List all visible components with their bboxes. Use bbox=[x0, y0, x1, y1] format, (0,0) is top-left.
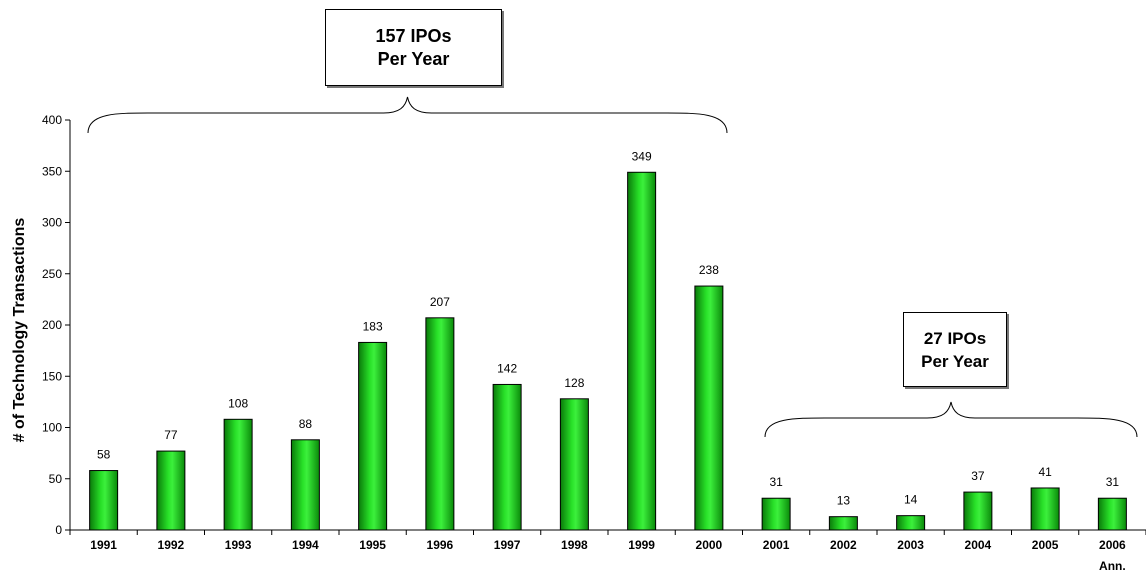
brace-1990s bbox=[87, 96, 728, 134]
bar bbox=[828, 516, 858, 531]
bar bbox=[963, 491, 993, 531]
x-tick-label: 1991 bbox=[90, 538, 117, 552]
x-tick-label: 2003 bbox=[897, 538, 924, 552]
annotation-line1: 157 IPOs bbox=[375, 25, 452, 46]
annotation-box-2000s: 27 IPOs Per Year bbox=[903, 312, 1007, 387]
x-tick-label: 2002 bbox=[830, 538, 857, 552]
data-label: 88 bbox=[299, 417, 313, 431]
annotation-line2: Per Year bbox=[921, 351, 989, 371]
data-label: 108 bbox=[228, 396, 248, 410]
bar bbox=[627, 171, 657, 531]
x-tick-sublabel: Ann. bbox=[1099, 559, 1126, 573]
y-axis-label: # of Technology Transactions bbox=[11, 218, 28, 443]
bar bbox=[223, 418, 253, 531]
bar bbox=[156, 450, 186, 531]
data-labels: 58 77 108 88 183 207 142 128 349 238 31 13 14 37 41 31 bbox=[97, 149, 1119, 507]
data-label: 142 bbox=[497, 361, 517, 375]
bar bbox=[89, 470, 119, 531]
bar bbox=[492, 383, 522, 531]
x-tick-label: 1997 bbox=[494, 538, 521, 552]
y-tick-label: 300 bbox=[42, 216, 62, 230]
axes: 0 50 100 150 200 250 300 350 400 1991 1992 1993 1994… bbox=[42, 113, 1146, 573]
x-tick-label: 1992 bbox=[158, 538, 185, 552]
annotation-line1: 27 IPOs bbox=[923, 328, 987, 348]
x-tick-label: 2004 bbox=[965, 538, 992, 552]
bar bbox=[896, 515, 926, 531]
data-label: 183 bbox=[363, 319, 383, 333]
y-tick-label: 200 bbox=[42, 318, 62, 332]
data-label: 31 bbox=[769, 475, 783, 489]
annotation-box-1990s: 157 IPOs Per Year bbox=[325, 9, 502, 86]
x-tick-label: 1995 bbox=[359, 538, 386, 552]
bar bbox=[425, 317, 455, 531]
data-label: 37 bbox=[971, 469, 985, 483]
brace-2000s bbox=[764, 401, 1138, 438]
y-tick-label: 150 bbox=[42, 369, 62, 383]
data-label: 41 bbox=[1038, 465, 1052, 479]
data-label: 77 bbox=[164, 428, 178, 442]
bar bbox=[694, 285, 724, 531]
x-tick-label: 2005 bbox=[1032, 538, 1059, 552]
annotation-braces bbox=[87, 96, 1138, 438]
x-tick-label: 2006 bbox=[1099, 538, 1126, 552]
y-tick-label: 400 bbox=[42, 113, 62, 127]
x-tick-label: 1994 bbox=[292, 538, 319, 552]
x-tick-label: 1999 bbox=[628, 538, 655, 552]
data-label: 238 bbox=[699, 263, 719, 277]
data-label: 31 bbox=[1106, 475, 1120, 489]
data-label: 58 bbox=[97, 448, 111, 462]
bar bbox=[358, 341, 388, 531]
annotation-line2: Per Year bbox=[377, 48, 450, 69]
x-tick-label: 1998 bbox=[561, 538, 588, 552]
y-tick-label: 250 bbox=[42, 267, 62, 281]
bar bbox=[559, 398, 589, 531]
y-tick-label: 50 bbox=[49, 472, 63, 486]
bars bbox=[89, 171, 1127, 531]
data-label: 14 bbox=[904, 493, 918, 507]
x-tick-label: 2000 bbox=[696, 538, 723, 552]
y-tick-label: 0 bbox=[55, 523, 62, 537]
x-tick-label: 2001 bbox=[763, 538, 790, 552]
bar bbox=[1030, 487, 1060, 531]
data-label: 207 bbox=[430, 295, 450, 309]
data-label: 128 bbox=[564, 376, 584, 390]
data-label: 349 bbox=[632, 149, 652, 163]
y-tick-label: 350 bbox=[42, 164, 62, 178]
data-label: 13 bbox=[837, 494, 851, 508]
x-tick-label: 1993 bbox=[225, 538, 252, 552]
bar bbox=[1097, 497, 1127, 531]
x-tick-label: 1996 bbox=[427, 538, 454, 552]
bar bbox=[761, 497, 791, 531]
bar bbox=[290, 439, 320, 531]
y-tick-label: 100 bbox=[42, 421, 62, 435]
